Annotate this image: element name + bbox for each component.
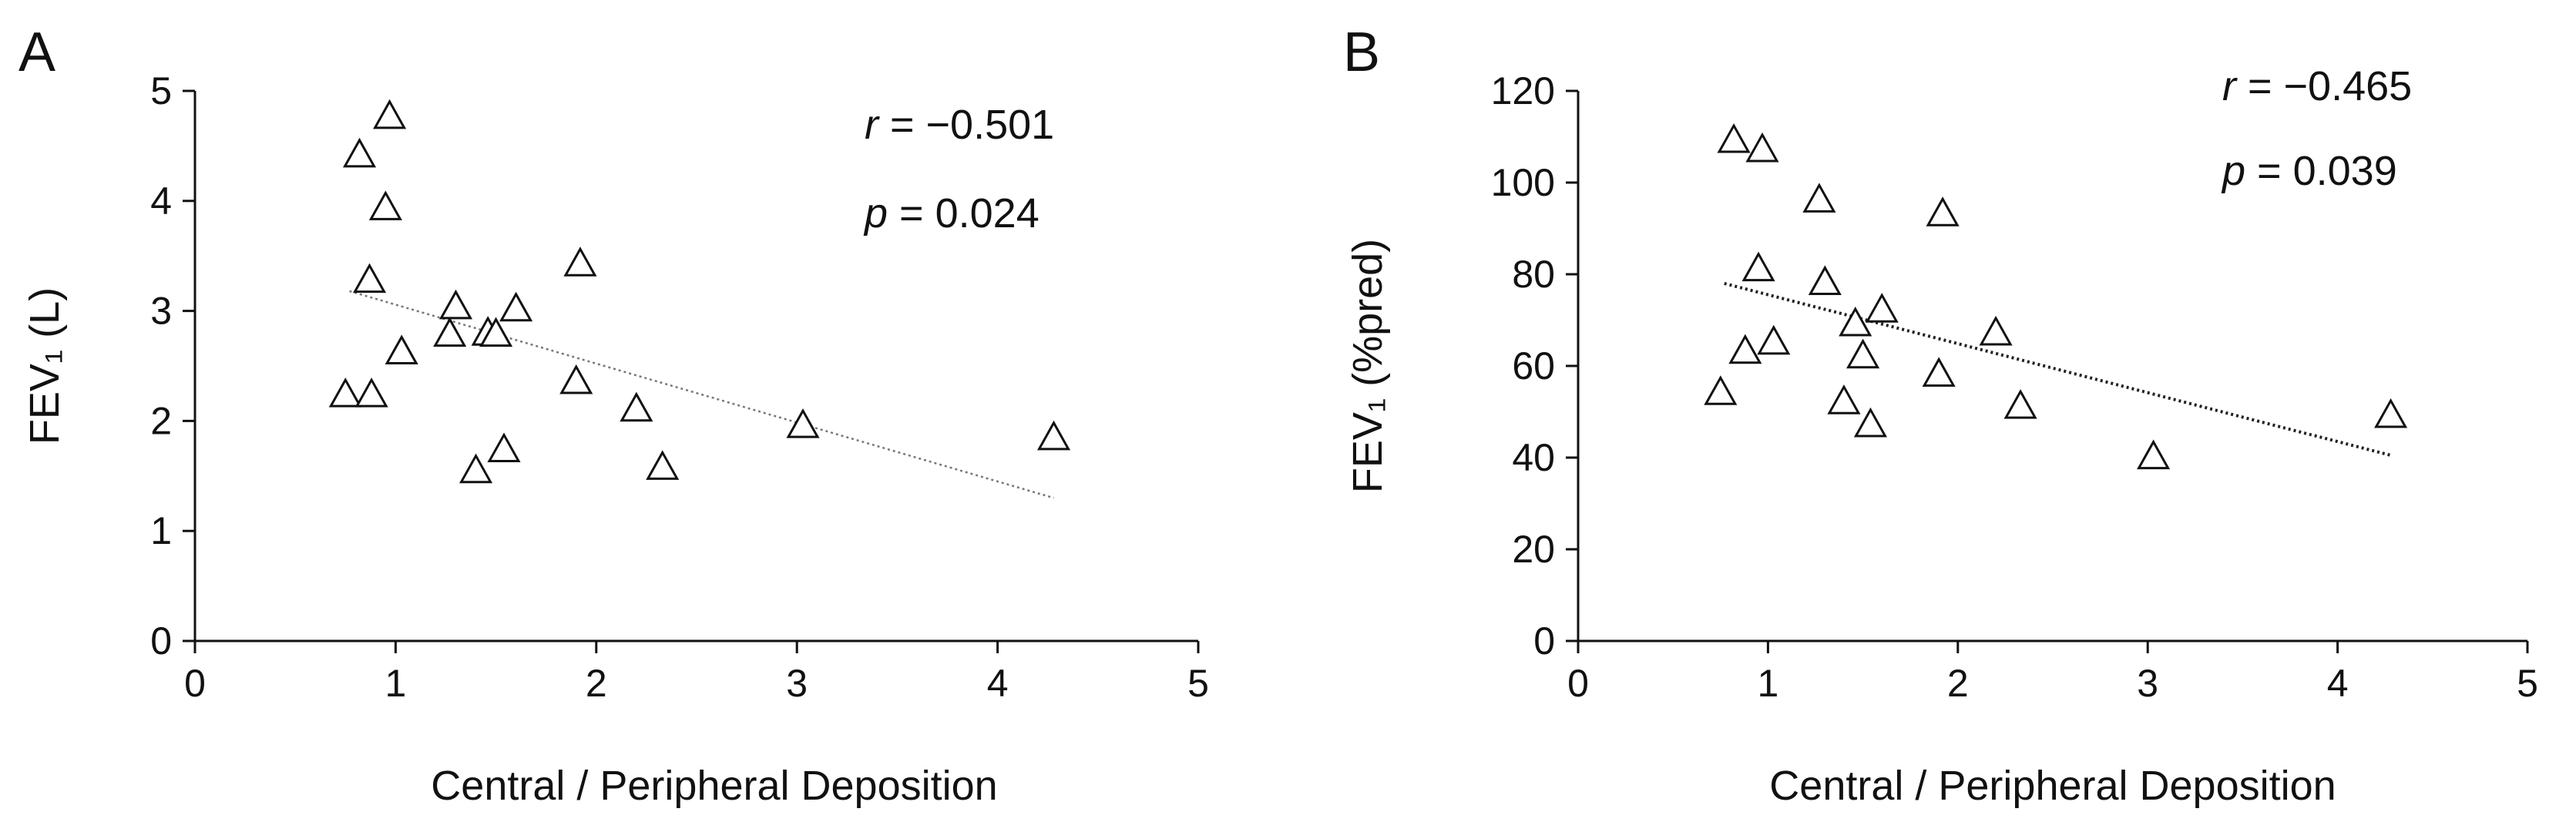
panel-a-y-tick-label: 5	[150, 69, 172, 112]
panel-b-data-point	[1728, 334, 1762, 364]
panel-a-x-tick-label: 1	[385, 662, 406, 705]
panel-a-y-axis-title: FEV₁ (L)	[22, 287, 68, 445]
panel-b-data-point	[1922, 357, 1956, 387]
panel-a-x-tick-label: 2	[586, 662, 607, 705]
panel-b-p-stat: p = 0.039	[2221, 148, 2397, 194]
panel-a-p-stat: p = 0.024	[863, 190, 1039, 237]
panel-a-y-tick-label: 0	[150, 619, 172, 663]
panel-b-x-tick-label: 5	[2517, 662, 2538, 705]
panel-b-x-ticks: 0 1 2 3 4 5	[1567, 641, 2538, 705]
panel-b-data-point	[1757, 324, 1791, 355]
panel-b-x-tick-label: 0	[1567, 662, 1589, 705]
panel-a-trendline	[349, 290, 1054, 499]
panel-a-data-point	[499, 291, 533, 322]
panel-b-x-axis-title: Central / Peripheral Deposition	[1769, 763, 2336, 809]
panel-a-x-ticks: 0 1 2 3 4 5	[184, 641, 1209, 705]
panel-a-data-point	[786, 408, 820, 438]
panel-a-r-value: = −0.501	[878, 102, 1054, 148]
panel-b-data-point	[1808, 265, 1842, 295]
panel-a-data-point	[368, 190, 402, 220]
panel-a-data-point	[487, 432, 521, 463]
panel-b-data-point	[1846, 338, 1880, 369]
panel-a-data-point	[354, 377, 388, 408]
panel-b-data-point	[2137, 439, 2171, 470]
panel-b-points	[1704, 122, 2408, 470]
panel-a-data-point	[646, 450, 680, 480]
panel-b-data-point	[1802, 183, 1836, 213]
panel-b-data-point	[1865, 293, 1899, 323]
panel-b-y-tick-label: 60	[1512, 344, 1555, 387]
panel-a-x-tick-label: 4	[987, 662, 1009, 705]
panel-a-x-tick-label: 3	[786, 662, 808, 705]
panel-b-data-point	[1741, 251, 1775, 282]
panel-b-data-point	[1717, 122, 1751, 153]
panel-b-y-tick-label: 20	[1512, 528, 1555, 571]
panel-b-y-tick-label: 120	[1491, 69, 1555, 112]
panel-b-y-tick-label: 100	[1491, 161, 1555, 204]
panel-b-y-axis-title: FEV₁ (%pred)	[1345, 239, 1391, 493]
panel-a-y-tick-label: 1	[150, 509, 172, 552]
panel-a-data-point	[1036, 420, 1071, 451]
panel-b-x-tick-label: 4	[2327, 662, 2349, 705]
panel-b-data-point	[1839, 306, 1872, 337]
panel-b-label: B	[1343, 22, 1380, 83]
panel-a-data-point	[563, 247, 597, 277]
panel-b-x-tick-label: 1	[1757, 662, 1778, 705]
panel-b-trendline	[1724, 281, 2392, 457]
panel-b-data-point	[1745, 132, 1779, 163]
panel-a-r-symbol: r	[865, 102, 880, 148]
panel-b-y-tick-label: 80	[1512, 253, 1555, 296]
panel-a-data-point	[373, 99, 407, 129]
panel-a-x-axis-title: Central / Peripheral Deposition	[431, 763, 997, 809]
panel-a-data-point	[342, 137, 377, 168]
panel-a-data-point	[479, 317, 513, 347]
panel-a-data-point	[352, 263, 387, 294]
panel-b-y-tick-label: 0	[1533, 619, 1555, 663]
panel-b-y-ticks: 0 20 40 60 80 100 120	[1491, 69, 1578, 663]
panel-a-data-point	[559, 364, 593, 394]
panel-b-data-point	[2374, 398, 2408, 428]
panel-b-x-tick-label: 3	[2137, 662, 2158, 705]
panel-a-data-point	[385, 334, 418, 364]
panel-a-data-point	[620, 391, 653, 422]
panel-a-x-tick-label: 0	[184, 662, 206, 705]
panel-b-data-point	[1704, 375, 1738, 405]
panel-a-data-point	[459, 453, 493, 484]
panel-a-p-symbol: p	[863, 190, 888, 237]
panel-b-r-stat: r = −0.465	[2222, 63, 2412, 109]
panel-b-y-tick-label: 40	[1512, 436, 1555, 479]
panel-a: A 0 1 2 3 4 5 0 1 2 3 4 5 r = −0.501 p = 0.024 Cen…	[18, 22, 1209, 809]
panel-a-y-tick-label: 2	[150, 399, 172, 442]
panel-a-points	[328, 99, 1071, 484]
panel-a-label: A	[18, 22, 55, 83]
panel-a-data-point	[438, 289, 473, 320]
panel-b-data-point	[1979, 315, 2013, 346]
panel-b-data-point	[1827, 384, 1861, 414]
panel-b-data-point	[1926, 196, 1960, 226]
panel-b: B 0 1 2 3 4 5 0 20 40 60 80 100 120 r = −0.465 p = …	[1343, 22, 2538, 809]
panel-a-y-tick-label: 4	[150, 179, 172, 223]
panel-b-x-tick-label: 2	[1947, 662, 1969, 705]
panel-a-p-value: = 0.024	[888, 190, 1039, 237]
panel-a-y-ticks: 0 1 2 3 4 5	[150, 69, 195, 663]
panel-a-data-point	[433, 317, 467, 347]
panel-b-p-value: = 0.039	[2245, 148, 2397, 194]
panel-b-data-point	[2003, 389, 2037, 419]
panel-b-p-symbol: p	[2221, 148, 2245, 194]
panel-b-data-point	[1853, 407, 1888, 438]
panel-b-r-value: = −0.465	[2236, 63, 2412, 109]
panel-a-r-stat: r = −0.501	[865, 102, 1054, 148]
panel-a-data-point	[328, 377, 362, 408]
panel-b-r-symbol: r	[2222, 63, 2238, 109]
panel-a-x-tick-label: 5	[1187, 662, 1209, 705]
panel-a-y-tick-label: 3	[150, 290, 172, 333]
